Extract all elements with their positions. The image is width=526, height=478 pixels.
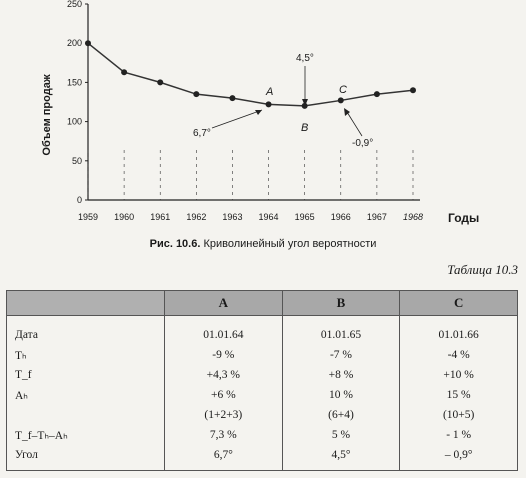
table-label: Таблица 10.3	[447, 262, 518, 277]
data-point	[193, 91, 200, 98]
x-tick-label: 1967	[367, 212, 387, 222]
arrow-c	[346, 111, 363, 137]
table-cell: 6,7°	[164, 445, 283, 471]
annotation-a: A	[265, 86, 273, 98]
y-axis-label: Объем продаж	[41, 74, 53, 155]
angle-b-label: 4,5°	[296, 53, 314, 64]
data-point	[301, 102, 308, 109]
grid	[87, 150, 414, 200]
table-row: Tₕ -9 % -7 % -4 %	[6, 345, 518, 365]
y-axis: 0 50 100 150 200 250 Объем продаж	[41, 0, 89, 205]
table-cell: 15 %	[399, 385, 518, 405]
table-cell: 01.01.65	[281, 315, 401, 345]
data-point	[337, 97, 344, 104]
arrow-a	[211, 109, 263, 129]
sales-chart: 0 50 100 150 200 250 Объем продаж 1959 1960 196…	[41, 0, 479, 225]
table-cell: T_f	[6, 365, 165, 385]
table-cell	[6, 405, 165, 425]
figure-caption: Рис. 10.6. Криволинейный угол вероятност…	[0, 238, 526, 250]
table-cell: 01.01.66	[399, 315, 518, 345]
table-cell: Дата	[6, 315, 165, 345]
x-tick-label: 1968	[403, 212, 423, 222]
data-table: A B C Дата 01.01.64 01.01.65 01.01.66 Tₕ…	[6, 290, 518, 471]
angle-a-label: 6,7°	[193, 128, 211, 139]
table-cell: +6 %	[164, 385, 283, 405]
table-cell: 10 %	[281, 385, 401, 405]
table-row: T_f–Tₕ–Aₕ 7,3 % 5 % - 1 %	[6, 425, 518, 445]
table-row: Aₕ +6 % 10 % 15 %	[6, 385, 518, 405]
x-tick-label: 1963	[222, 212, 242, 222]
x-tick-label: 1959	[78, 212, 98, 222]
series-line	[87, 42, 414, 107]
table-cell: -4 %	[399, 345, 518, 365]
x-tick-label: 1964	[259, 212, 279, 222]
figure-number: Рис. 10.6.	[149, 238, 201, 250]
x-tick-label: 1965	[295, 212, 315, 222]
angle-c-label: -0,9°	[352, 138, 373, 149]
data-point	[157, 79, 164, 86]
table-cell: (6+4)	[281, 405, 401, 425]
y-tick-label: 200	[67, 38, 82, 48]
data-point	[265, 101, 272, 108]
x-tick-label: 1962	[186, 212, 206, 222]
table-cell: Tₕ	[6, 345, 165, 365]
table-row: Дата 01.01.64 01.01.65 01.01.66	[6, 315, 518, 345]
y-tick-label: 100	[67, 117, 82, 127]
table-row: T_f +4,3 % +8 % +10 %	[6, 365, 518, 385]
x-tick-label: 1960	[114, 212, 134, 222]
annotations: A B C 6,7° 4,5° -0,9°	[193, 53, 373, 149]
table-cell: T_f–Tₕ–Aₕ	[6, 425, 165, 445]
x-tick-label: 1961	[150, 212, 170, 222]
table-cell: -7 %	[281, 345, 401, 365]
data-point	[373, 91, 380, 98]
table-cell: +8 %	[281, 365, 401, 385]
table-cell: 7,3 %	[164, 425, 283, 445]
figure-title: Криволинейный угол вероятности	[203, 238, 377, 250]
y-tick-label: 250	[67, 0, 82, 9]
x-axis-label: Годы	[448, 211, 479, 225]
table-cell: +10 %	[399, 365, 518, 385]
annotation-b: B	[301, 122, 308, 134]
table-cell: 4,5°	[281, 445, 401, 471]
data-point	[85, 40, 91, 47]
table-cell: (10+5)	[399, 405, 518, 425]
table-cell: (1+2+3)	[164, 405, 283, 425]
data-point	[410, 87, 416, 94]
data-point	[229, 95, 236, 102]
table-cell: – 0,9°	[399, 445, 518, 471]
table-cell: - 1 %	[399, 425, 518, 445]
header-cell	[6, 290, 165, 316]
table-cell: Угол	[6, 445, 165, 471]
header-cell: C	[399, 290, 518, 316]
header-cell: B	[281, 290, 401, 316]
y-tick-label: 0	[77, 195, 82, 205]
table-cell: 5 %	[281, 425, 401, 445]
x-tick-label: 1966	[331, 212, 351, 222]
header-cell: A	[164, 290, 283, 316]
annotation-c: C	[339, 84, 347, 96]
table-cell: -9 %	[164, 345, 283, 365]
table-row: (1+2+3) (6+4) (10+5)	[6, 405, 518, 425]
table-cell: 01.01.64	[164, 315, 283, 345]
y-tick-label: 150	[67, 77, 82, 87]
x-axis: 1959 1960 1961 1962 1963 1964 1965 1966 1967 1968…	[78, 199, 479, 225]
table-header-row: A B C	[6, 290, 518, 316]
y-tick-label: 50	[72, 156, 82, 166]
table-cell: Aₕ	[6, 385, 165, 405]
table-row: Угол 6,7° 4,5° – 0,9°	[6, 445, 518, 471]
table-cell: +4,3 %	[164, 365, 283, 385]
data-point	[121, 69, 128, 76]
